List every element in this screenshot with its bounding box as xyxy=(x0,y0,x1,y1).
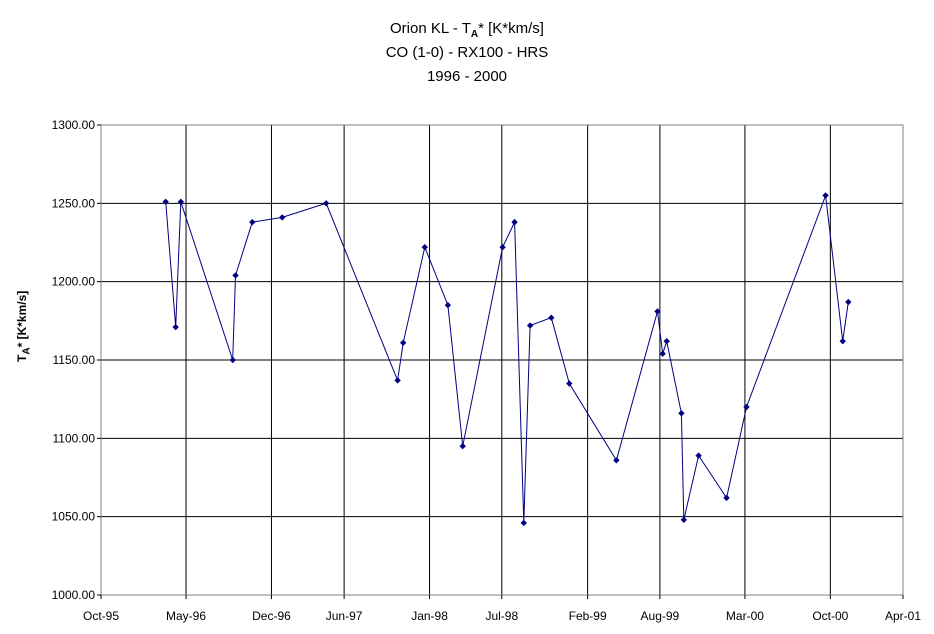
y-axis-label: TA* [K*km/s] xyxy=(15,291,32,362)
data-point xyxy=(723,494,730,502)
data-point xyxy=(279,214,286,221)
data-point xyxy=(394,377,401,384)
data-point xyxy=(444,301,452,309)
y-tick-label: 1300.00 xyxy=(52,118,96,132)
y-tick-label: 1150.00 xyxy=(53,353,96,367)
y-axis-label-main: T xyxy=(15,354,29,362)
data-point xyxy=(232,272,239,279)
data-point xyxy=(322,200,330,207)
x-tick-label: May-96 xyxy=(166,609,206,623)
data-point xyxy=(459,442,466,450)
x-axis-ticks: Oct-95 May-96 Dec-96 Jun-97 Jan-98 Jul-98 Feb-… xyxy=(83,595,921,623)
data-point xyxy=(162,198,169,205)
grid-lines xyxy=(100,124,904,596)
y-tick-label: 1050.00 xyxy=(52,510,96,524)
data-point xyxy=(822,192,829,199)
y-tick-label: 1100.00 xyxy=(53,431,96,445)
chart-title-line-2: CO (1-0) - RX100 - HRS xyxy=(385,44,549,61)
data-point xyxy=(520,519,527,527)
data-point xyxy=(743,403,750,411)
x-tick-label: Apr-01 xyxy=(885,609,921,623)
title-rest-text: * [K*km/s] xyxy=(478,20,544,37)
series-line xyxy=(165,195,849,523)
data-point xyxy=(678,410,685,417)
x-tick-label: Oct-00 xyxy=(812,609,848,623)
data-point xyxy=(659,350,666,357)
data-point xyxy=(845,298,852,306)
y-axis-ticks: 1000.00 1050.00 1100.00 1150.00 1200.00 1250.… xyxy=(52,118,101,602)
x-tick-label: Jan-98 xyxy=(411,609,448,623)
y-axis-label-rest: * [K*km/s] xyxy=(15,290,29,348)
x-tick-label: Oct-95 xyxy=(83,609,119,623)
y-axis-label-subscript: A xyxy=(21,347,33,355)
data-point xyxy=(839,338,846,345)
x-tick-label: Feb-99 xyxy=(569,609,607,623)
x-tick-label: Dec-96 xyxy=(252,609,291,623)
x-tick-label: Jul-98 xyxy=(485,609,518,623)
y-tick-label: 1000.00 xyxy=(52,588,96,602)
data-point xyxy=(526,322,534,329)
x-tick-label: Mar-00 xyxy=(726,609,764,623)
title-main-text: Orion KL - T xyxy=(390,20,471,37)
data-point xyxy=(654,308,661,315)
data-point xyxy=(177,198,185,205)
data-point xyxy=(499,244,506,251)
chart-title-line-3: 1996 - 2000 xyxy=(426,68,508,85)
y-tick-label: 1200.00 xyxy=(52,275,96,289)
data-point xyxy=(249,218,256,226)
x-tick-label: Jun-97 xyxy=(326,609,363,623)
data-point xyxy=(172,323,179,331)
data-point xyxy=(229,356,236,364)
data-point xyxy=(399,339,407,346)
chart-title-line-1: Orion KL - TA* [K*km/s] xyxy=(0,19,934,45)
data-point xyxy=(548,314,555,321)
data-point xyxy=(680,516,688,523)
data-point xyxy=(421,244,428,251)
x-tick-label: Aug-99 xyxy=(641,609,680,623)
series-points xyxy=(162,192,852,527)
data-point xyxy=(695,452,702,459)
data-point xyxy=(663,338,670,345)
title-subscript: A xyxy=(470,29,479,40)
y-tick-label: 1250.00 xyxy=(52,196,96,210)
data-point xyxy=(511,218,518,226)
data-point xyxy=(613,457,620,464)
data-point xyxy=(566,380,573,387)
